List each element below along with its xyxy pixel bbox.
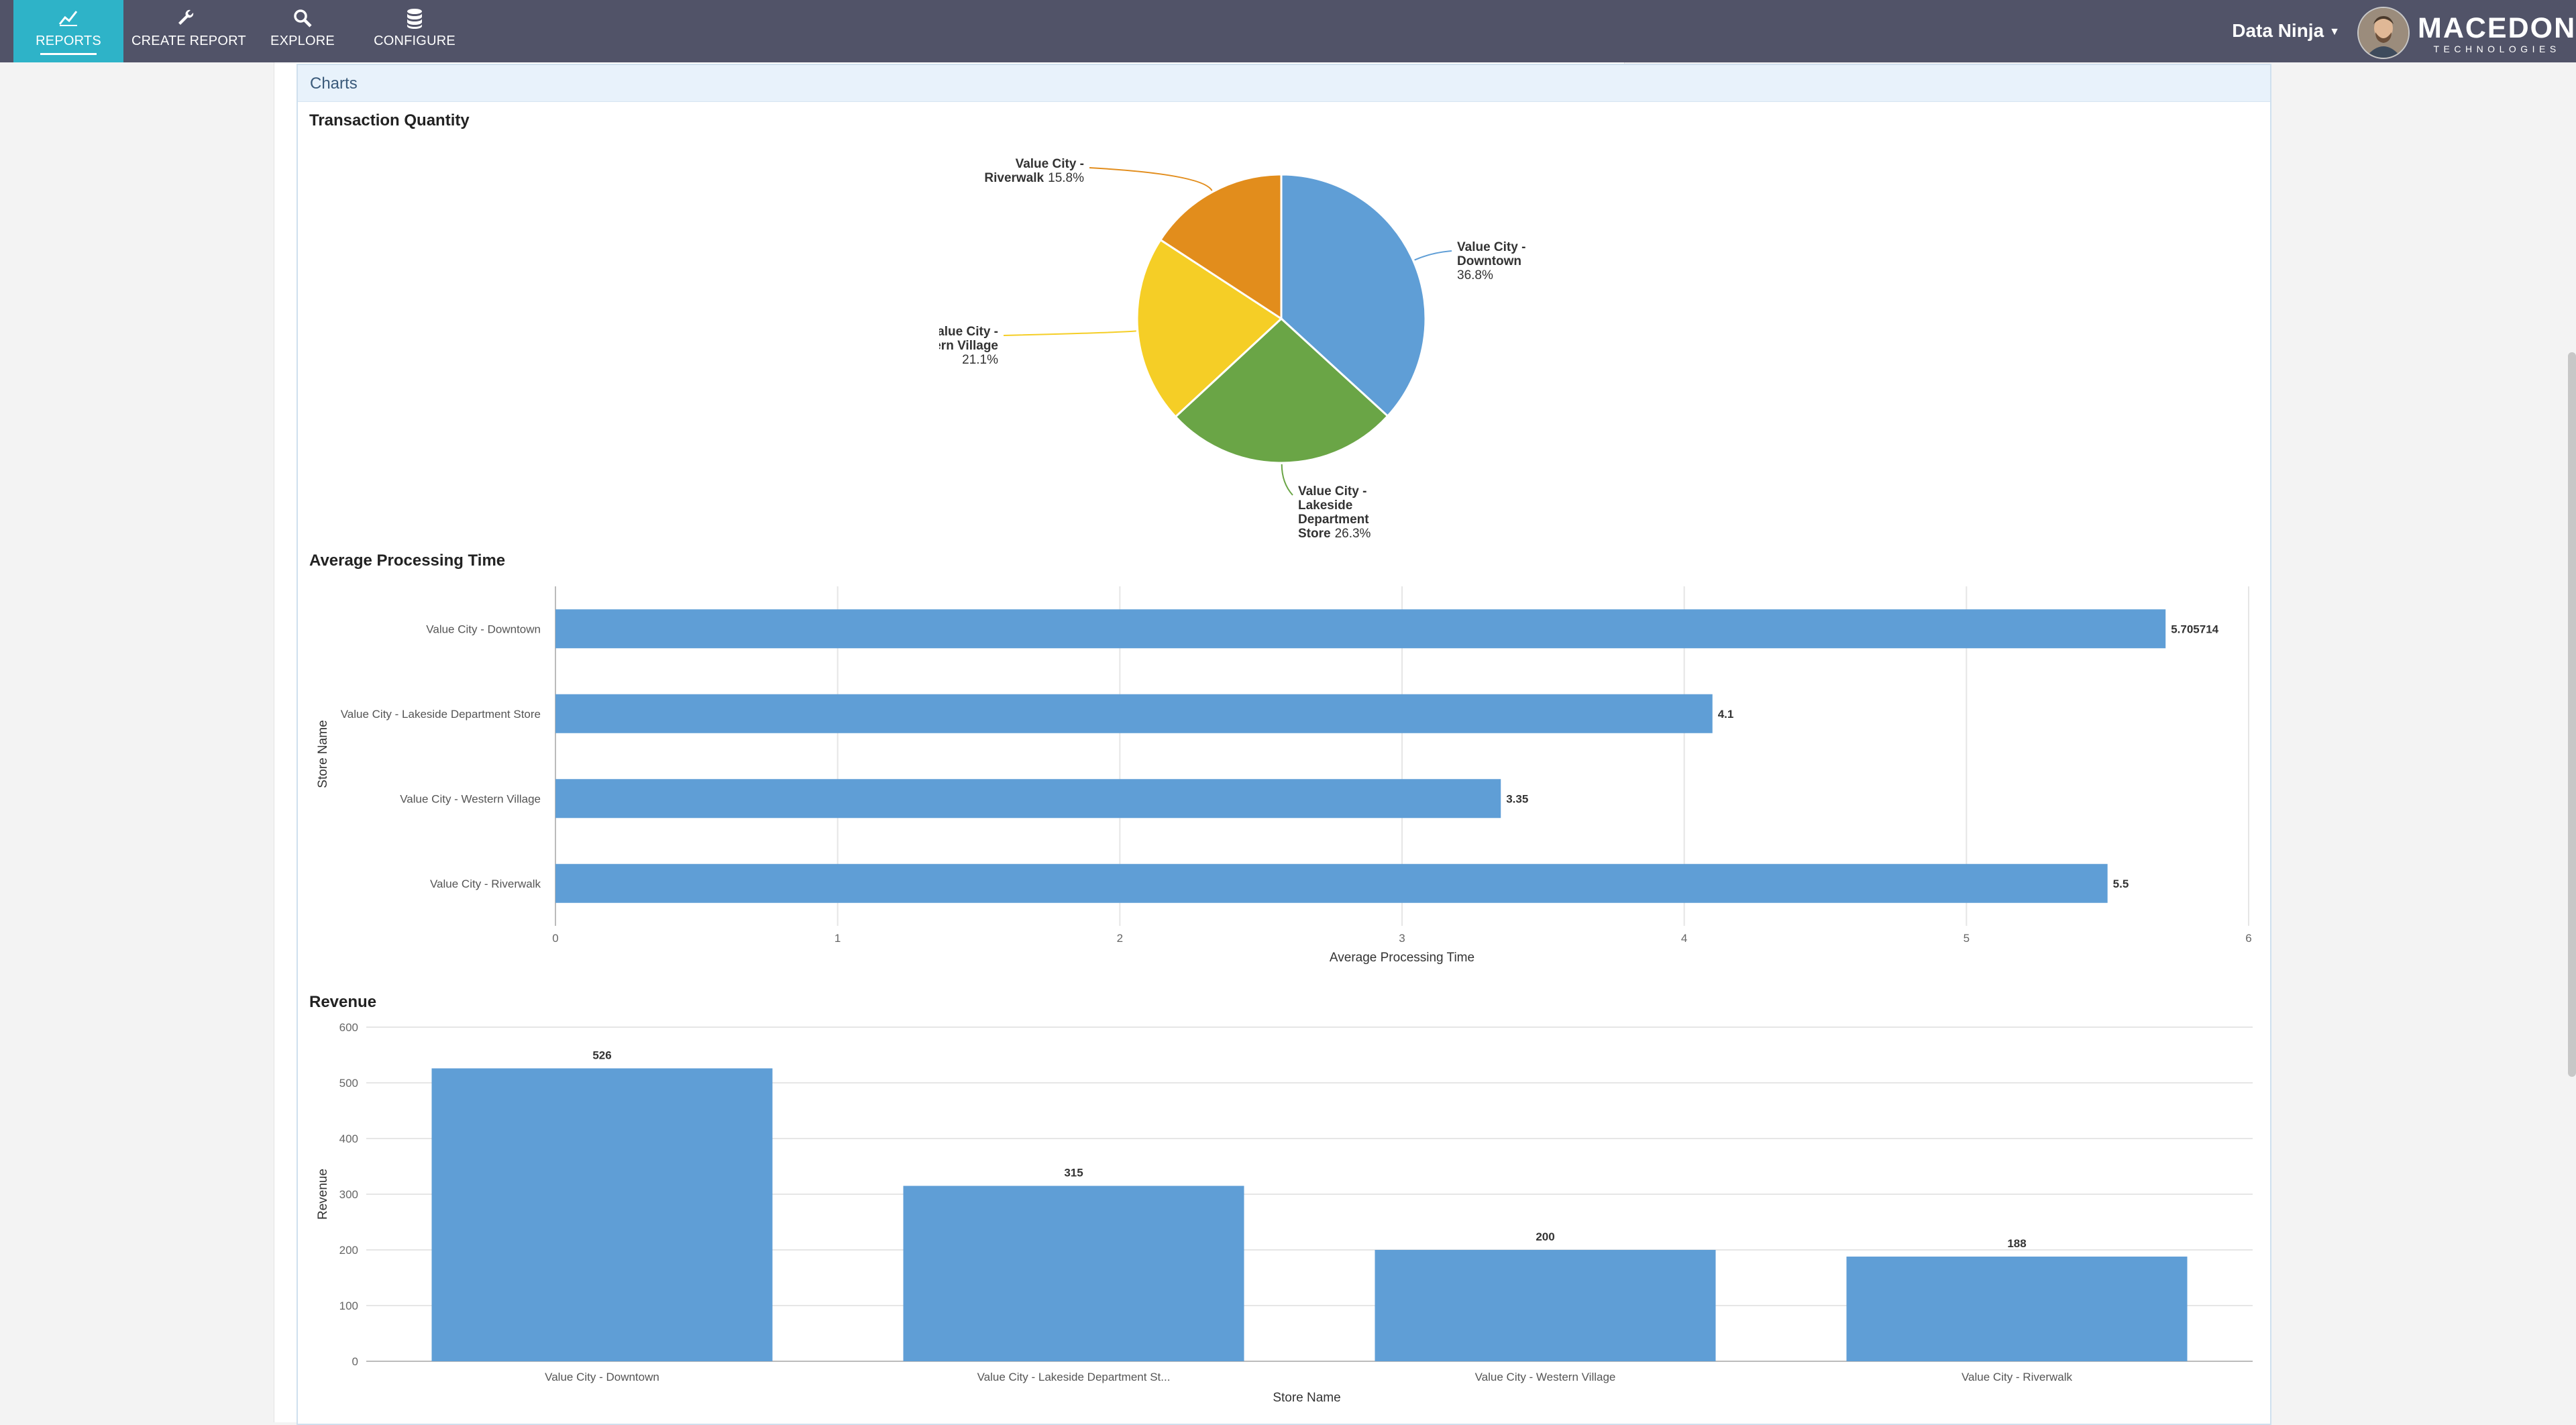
nav-configure-label: CONFIGURE xyxy=(374,34,455,48)
brand-subtitle: TECHNOLOGIES xyxy=(2433,44,2561,54)
nav-configure[interactable]: CONFIGURE xyxy=(368,0,462,62)
nav-reports[interactable]: REPORTS xyxy=(13,0,123,62)
nav-create-report-label: CREATE REPORT xyxy=(131,34,246,48)
caret-down-icon: ▼ xyxy=(2329,26,2340,38)
user-name: Data Ninja xyxy=(2232,20,2324,41)
top-nav-bar: REPORTS CREATE REPORT EXPLORE CONFIGURE … xyxy=(0,0,2576,62)
database-icon xyxy=(406,8,423,33)
chart-title-transaction-quantity: Transaction Quantity xyxy=(309,111,470,129)
avatar[interactable] xyxy=(2357,7,2410,59)
brand-name: MACEDON xyxy=(2418,12,2576,44)
chart-title-average-processing-time: Average Processing Time xyxy=(309,551,506,570)
charts-panel: Charts xyxy=(297,64,2271,1425)
panel-header-label: Charts xyxy=(310,74,358,93)
chart-title-revenue: Revenue xyxy=(309,993,377,1011)
brand-logo: MACEDON TECHNOLOGIES xyxy=(2418,12,2576,54)
nav-create-report[interactable]: CREATE REPORT xyxy=(131,0,246,62)
search-icon xyxy=(292,8,313,32)
nav-reports-label: REPORTS xyxy=(36,34,101,48)
wrench-icon xyxy=(176,8,195,30)
page-scrollbar[interactable] xyxy=(2568,352,2576,1077)
line-chart-icon xyxy=(58,8,78,30)
active-tab-indicator xyxy=(40,53,97,55)
panel-header: Charts xyxy=(298,65,2270,102)
nav-explore[interactable]: EXPLORE xyxy=(266,0,339,62)
user-menu[interactable]: Data Ninja ▼ xyxy=(2232,20,2340,42)
nav-explore-label: EXPLORE xyxy=(270,34,335,48)
